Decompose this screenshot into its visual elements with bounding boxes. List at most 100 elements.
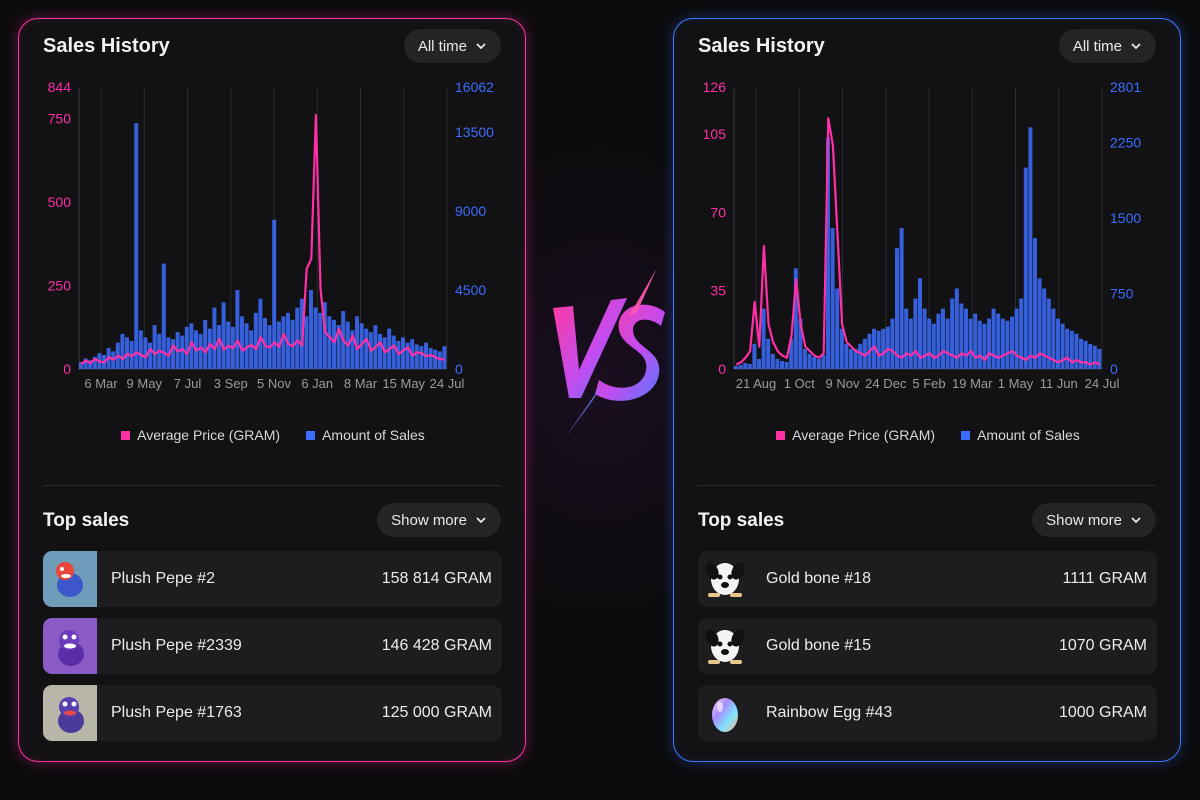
- sales-bar: [895, 248, 899, 369]
- sales-bar: [881, 328, 886, 369]
- list-item[interactable]: Rainbow Egg #43 1000 GRAM: [698, 685, 1157, 741]
- sales-bar: [982, 323, 987, 369]
- top-sales-title: Top sales: [698, 510, 785, 531]
- sales-bar: [793, 268, 798, 369]
- y-left-tick-label: 750: [48, 110, 72, 126]
- sales-bar: [747, 363, 752, 369]
- sales-bar: [959, 303, 964, 369]
- item-price: 1070 GRAM: [1058, 637, 1147, 654]
- sales-bar: [904, 308, 909, 369]
- y-left-tick-label: 250: [48, 277, 72, 293]
- y-right-tick-label: 1500: [1110, 210, 1141, 226]
- item-name: Plush Pepe #2339: [111, 637, 242, 654]
- legend-item-sales[interactable]: Amount of Sales: [306, 427, 425, 443]
- item-price: 158 814 GRAM: [381, 570, 492, 587]
- sales-bar: [849, 348, 853, 369]
- x-tick-label: 9 May: [127, 376, 163, 391]
- sales-bar: [798, 318, 803, 369]
- sales-bar: [757, 358, 761, 369]
- versus-icon: VS: [553, 270, 665, 438]
- y-right-tick-label: 9000: [455, 203, 486, 219]
- sales-history-chart: 6 Mar 9 May 7 Jul 3 Sep 5 Nov 6 Jan 8 Mar 15 Ma…: [48, 79, 495, 391]
- list-item[interactable]: Gold bone #15 1070 GRAM: [698, 618, 1157, 674]
- sales-bar: [1033, 238, 1037, 369]
- sales-swatch: [961, 430, 971, 440]
- sales-bar: [807, 353, 812, 369]
- sales-bar: [281, 316, 286, 369]
- x-tick-label: 15 May: [382, 376, 425, 391]
- panel-title: Sales History: [43, 35, 170, 57]
- item-name: Gold bone #15: [766, 637, 871, 654]
- sales-bar: [313, 307, 318, 369]
- sales-bar: [1060, 323, 1065, 369]
- sales-bar: [872, 328, 876, 369]
- sales-bar: [405, 342, 410, 369]
- sales-bar: [217, 325, 221, 369]
- sales-bar: [290, 319, 295, 369]
- sales-bar: [391, 335, 396, 369]
- x-tick-label: 8 Mar: [344, 376, 378, 391]
- sales-bar: [180, 335, 185, 369]
- sales-bar: [198, 333, 203, 369]
- list-item[interactable]: Plush Pepe #2339 146 428 GRAM: [43, 618, 502, 674]
- sales-bar: [812, 356, 817, 369]
- item-name: Plush Pepe #2: [111, 570, 216, 587]
- sales-bar: [272, 219, 277, 369]
- list-item[interactable]: Plush Pepe #2 158 814 GRAM: [43, 551, 502, 607]
- sales-bar: [419, 346, 424, 369]
- y-left-tick-label: 844: [48, 79, 72, 95]
- sales-bar: [780, 360, 784, 369]
- sales-bar: [1083, 340, 1088, 369]
- list-item[interactable]: Gold bone #18 1111 GRAM: [698, 551, 1157, 607]
- chevron-down-icon: [476, 517, 486, 524]
- sales-bar: [931, 323, 936, 369]
- show-more-button[interactable]: Show more: [1032, 503, 1156, 537]
- chevron-down-icon: [1131, 43, 1141, 50]
- sales-bar: [304, 316, 309, 369]
- sales-bar: [332, 319, 336, 369]
- sales-bar: [249, 330, 254, 369]
- chevron-down-icon: [1131, 517, 1141, 524]
- y-right-tick-label: 0: [1110, 361, 1118, 377]
- sales-bar: [309, 289, 313, 369]
- sales-bar: [858, 343, 863, 369]
- x-tick-label: 11 Jun: [1040, 376, 1078, 391]
- sales-bar: [977, 320, 982, 369]
- sales-bar: [88, 360, 93, 369]
- legend-item-sales[interactable]: Amount of Sales: [961, 427, 1080, 443]
- legend-sales-label: Amount of Sales: [977, 427, 1080, 443]
- x-tick-label: 7 Jul: [174, 376, 202, 391]
- sales-bar: [350, 330, 355, 369]
- sales-bar: [152, 325, 157, 369]
- legend-item-price[interactable]: Average Price (GRAM): [776, 427, 935, 443]
- sales-bar: [1023, 167, 1028, 369]
- show-more-label: Show more: [391, 511, 467, 529]
- show-more-button[interactable]: Show more: [377, 503, 501, 537]
- sales-bar: [1079, 338, 1083, 369]
- sales-bar: [244, 323, 249, 369]
- y-right-tick-label: 2250: [1110, 134, 1141, 150]
- x-tick-label: 24 Jul: [1085, 376, 1120, 391]
- sales-bar: [221, 302, 226, 369]
- time-range-dropdown[interactable]: All time: [1058, 29, 1156, 63]
- sales-bar: [922, 308, 927, 369]
- chart-legend: Average Price (GRAM) Amount of Sales: [674, 427, 1182, 443]
- sales-bar: [761, 308, 766, 369]
- sales-bar: [1037, 278, 1042, 369]
- time-range-dropdown[interactable]: All time: [403, 29, 501, 63]
- list-item[interactable]: Plush Pepe #1763 125 000 GRAM: [43, 685, 502, 741]
- sales-swatch: [306, 430, 316, 440]
- y-right-tick-label: 2801: [1110, 79, 1141, 95]
- chevron-down-icon: [476, 43, 486, 50]
- sales-bar: [1005, 320, 1010, 369]
- time-range-label: All time: [1072, 37, 1122, 55]
- sales-bar: [1000, 318, 1005, 369]
- sales-bar: [161, 263, 166, 369]
- sales-bar: [1010, 316, 1014, 369]
- price-swatch: [121, 430, 131, 440]
- x-tick-label: 6 Mar: [84, 376, 118, 391]
- show-more-label: Show more: [1046, 511, 1122, 529]
- sales-bar: [1014, 308, 1019, 369]
- legend-item-price[interactable]: Average Price (GRAM): [121, 427, 280, 443]
- sales-bar: [171, 339, 175, 369]
